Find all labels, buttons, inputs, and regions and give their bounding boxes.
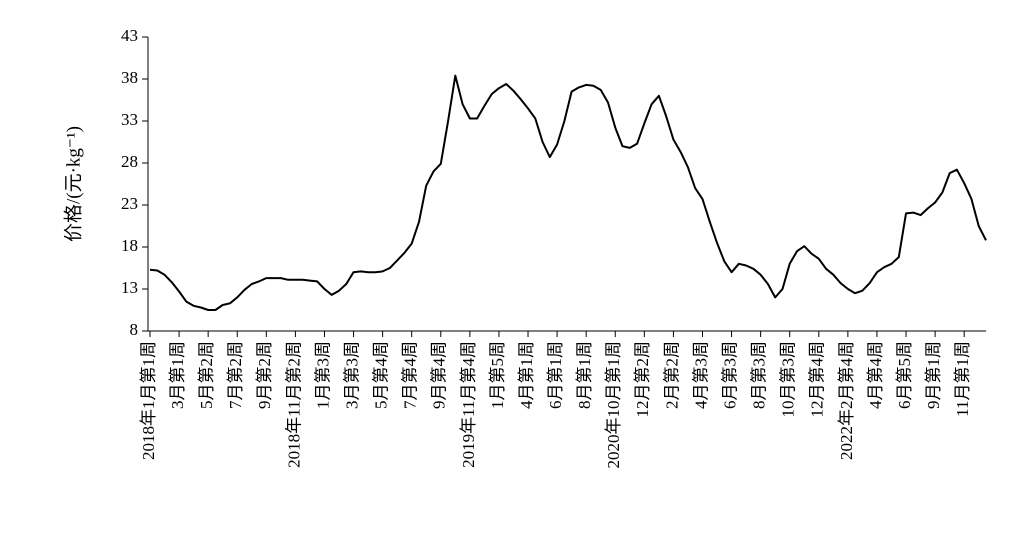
y-tick-label: 33 [121, 110, 138, 129]
x-tick-label: 8月第3周 [750, 341, 769, 409]
x-tick-label: 12月第2周 [633, 341, 652, 418]
x-tick-label: 2018年11月第2周 [284, 341, 303, 468]
x-tick-label: 6月第1周 [546, 341, 565, 409]
x-tick-label: 8月第1周 [575, 341, 594, 409]
x-tick-label: 2018年1月第1周 [139, 341, 158, 460]
x-tick-label: 2020年10月第1周 [604, 341, 623, 469]
y-tick-label: 28 [121, 152, 138, 171]
x-tick-label: 9月第2周 [255, 341, 274, 409]
x-tick-label: 4月第1周 [517, 341, 536, 409]
x-tick-label: 3月第3周 [342, 341, 361, 409]
x-tick-label: 1月第3周 [313, 341, 332, 409]
x-tick-label: 3月第1周 [168, 341, 187, 409]
x-tick-label: 5月第2周 [197, 341, 216, 409]
x-tick-label: 4月第3周 [691, 341, 710, 409]
y-tick-label: 38 [121, 68, 138, 87]
x-tick-label: 6月第5周 [895, 341, 914, 409]
x-tick-label: 4月第4周 [866, 341, 885, 409]
x-tick-label: 11月第1周 [953, 341, 972, 417]
y-axis-label: 价格/(元·kg⁻¹) [62, 126, 84, 242]
x-tick-label: 7月第2周 [226, 341, 245, 409]
y-tick-label: 23 [121, 194, 138, 213]
y-tick-label: 8 [130, 320, 139, 339]
x-tick-label: 5月第4周 [372, 341, 391, 409]
y-tick-label: 18 [121, 236, 138, 255]
x-tick-label: 2019年11月第4周 [459, 341, 478, 468]
line-series [149, 74, 987, 311]
x-tick-label: 7月第4周 [401, 341, 420, 409]
x-tick-label: 1月第5周 [488, 341, 507, 409]
y-tick-label: 43 [121, 26, 138, 45]
x-tick-label: 10月第3周 [779, 341, 798, 418]
x-tick-label: 9月第1周 [924, 341, 943, 409]
x-tick-label: 12月第4周 [808, 341, 827, 418]
x-tick-label: 2月第2周 [662, 341, 681, 409]
y-tick-label: 13 [121, 278, 138, 297]
x-tick-label: 2022年2月第4周 [837, 341, 856, 460]
x-tick-label: 6月第3周 [720, 341, 739, 409]
x-tick-label: 9月第4周 [430, 341, 449, 409]
